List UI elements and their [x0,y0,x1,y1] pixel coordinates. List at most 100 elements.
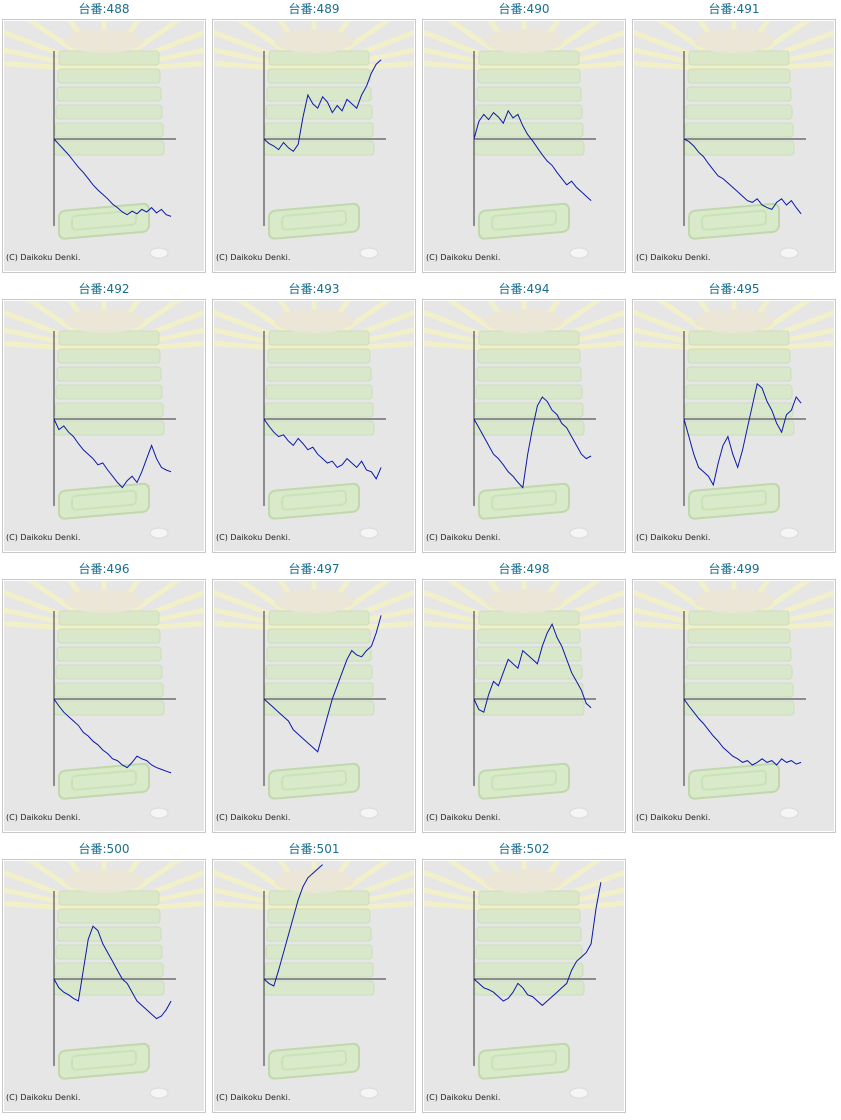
watermark-illustration [214,581,414,819]
machine-panel: 台番:492 (C) Daikoku Denki. [2,280,206,560]
slump-line [53,138,172,217]
copyright-text: (C) Daikoku Denki. [426,813,500,822]
graph-axes [473,891,596,1066]
machine-number-link[interactable]: 台番:492 [78,282,130,296]
watermark-illustration [424,301,624,539]
slump-graph-frame: (C) Daikoku Denki. [422,19,626,273]
machine-panel: 台番:498 (C) Daikoku Denki. [422,560,626,840]
slump-graph-frame: (C) Daikoku Denki. [422,859,626,1113]
machine-number-link[interactable]: 台番:500 [78,842,130,856]
machine-number-link[interactable]: 台番:501 [288,842,340,856]
graph-axes [53,331,176,506]
slump-graph: (C) Daikoku Denki. [424,21,624,271]
machine-number-link[interactable]: 台番:502 [498,842,550,856]
machine-panel: 台番:491 (C) Daikoku Denki. [632,0,836,280]
slump-graph-frame: (C) Daikoku Denki. [422,579,626,833]
graph-axes [53,611,176,786]
graph-axes [683,51,806,226]
copyright-text: (C) Daikoku Denki. [426,253,500,262]
machine-panel: 台番:499 (C) Daikoku Denki. [632,560,836,840]
machine-panel: 台番:488 (C) Daikoku Denki. [2,0,206,280]
graph-axes [263,891,386,1066]
slump-graph-frame: (C) Daikoku Denki. [2,579,206,833]
copyright-text: (C) Daikoku Denki. [216,253,290,262]
slump-graph: (C) Daikoku Denki. [4,861,204,1111]
slump-graph-frame: (C) Daikoku Denki. [212,19,416,273]
copyright-text: (C) Daikoku Denki. [636,533,710,542]
graph-axes [53,51,176,226]
slump-graph: (C) Daikoku Denki. [634,581,834,831]
machine-number-link[interactable]: 台番:494 [498,282,550,296]
slump-graph-frame: (C) Daikoku Denki. [632,579,836,833]
slump-graph: (C) Daikoku Denki. [4,301,204,551]
machine-number-link[interactable]: 台番:498 [498,562,550,576]
copyright-text: (C) Daikoku Denki. [216,533,290,542]
slump-graph: (C) Daikoku Denki. [214,301,414,551]
slump-graph: (C) Daikoku Denki. [634,21,834,271]
machine-number-link[interactable]: 台番:488 [78,2,130,16]
slump-graph-frame: (C) Daikoku Denki. [2,19,206,273]
watermark-illustration [424,581,624,819]
machine-number-link[interactable]: 台番:497 [288,562,340,576]
slump-graph: (C) Daikoku Denki. [214,21,414,271]
slump-graph: (C) Daikoku Denki. [214,581,414,831]
copyright-text: (C) Daikoku Denki. [426,1093,500,1102]
copyright-text: (C) Daikoku Denki. [636,813,710,822]
slump-graph-frame: (C) Daikoku Denki. [212,859,416,1113]
slump-line [683,138,802,215]
watermark-illustration [4,21,204,259]
machine-number-link[interactable]: 台番:496 [78,562,130,576]
slump-line [473,109,592,201]
slump-graph: (C) Daikoku Denki. [424,581,624,831]
watermark-illustration [214,301,414,539]
graph-axes [683,611,806,786]
slump-line [53,698,172,774]
slump-line [683,698,802,766]
machine-panel: 台番:495 (C) Daikoku Denki. [632,280,836,560]
slump-graph-frame: (C) Daikoku Denki. [632,19,836,273]
copyright-text: (C) Daikoku Denki. [6,1093,80,1102]
machine-panel: 台番:493 (C) Daikoku Denki. [212,280,416,560]
machine-panel: 台番:501 (C) Daikoku Denki. [212,840,416,1120]
machine-panel: 台番:489 (C) Daikoku Denki. [212,0,416,280]
slump-graph-frame: (C) Daikoku Denki. [422,299,626,553]
slump-line [263,615,382,753]
machine-number-link[interactable]: 台番:499 [708,562,760,576]
copyright-text: (C) Daikoku Denki. [6,533,80,542]
watermark-illustration [424,861,624,1099]
copyright-text: (C) Daikoku Denki. [6,813,80,822]
machine-number-link[interactable]: 台番:489 [288,2,340,16]
copyright-text: (C) Daikoku Denki. [636,253,710,262]
copyright-text: (C) Daikoku Denki. [6,253,80,262]
slump-line [263,59,382,153]
slump-graph: (C) Daikoku Denki. [214,861,414,1111]
slump-line [473,623,592,713]
slump-line [263,864,323,987]
watermark-illustration [214,861,414,1099]
slump-graph: (C) Daikoku Denki. [4,581,204,831]
watermark-illustration [4,301,204,539]
watermark-illustration [634,301,834,539]
machine-number-link[interactable]: 台番:493 [288,282,340,296]
slump-graph-frame: (C) Daikoku Denki. [212,299,416,553]
machine-panel: 台番:502 (C) Daikoku Denki. [422,840,626,1120]
graph-axes [473,611,596,786]
machine-number-link[interactable]: 台番:490 [498,2,550,16]
copyright-text: (C) Daikoku Denki. [426,533,500,542]
machine-number-link[interactable]: 台番:491 [708,2,760,16]
slump-graph-frame: (C) Daikoku Denki. [632,299,836,553]
machine-panel: 台番:496 (C) Daikoku Denki. [2,560,206,840]
slump-graph-frame: (C) Daikoku Denki. [212,579,416,833]
watermark-illustration [634,21,834,259]
watermark-illustration [4,861,204,1099]
machine-panel: 台番:490 (C) Daikoku Denki. [422,0,626,280]
watermark-illustration [4,581,204,819]
machine-number-link[interactable]: 台番:495 [708,282,760,296]
slump-graph-frame: (C) Daikoku Denki. [2,299,206,553]
slump-line [683,382,802,487]
slump-line [263,418,382,480]
graph-axes [263,611,386,786]
graph-axes [53,891,176,1066]
slump-line [53,925,172,1020]
slump-graph: (C) Daikoku Denki. [424,301,624,551]
